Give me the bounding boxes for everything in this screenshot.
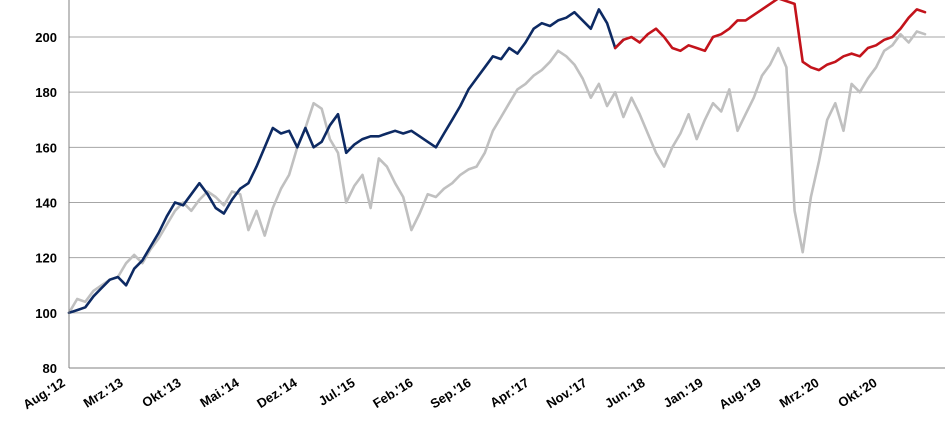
y-tick-label: 160 bbox=[35, 140, 57, 155]
series-line-gray bbox=[67, 30, 927, 315]
y-tick-labels: 80 100 120 140 160 180 200 bbox=[35, 30, 57, 376]
x-tick-label: Dez.'14 bbox=[254, 374, 300, 411]
x-tick-label: Aug.'19 bbox=[716, 375, 763, 412]
axes bbox=[68, 0, 945, 369]
x-tick-label: Apr.'17 bbox=[487, 375, 531, 410]
gridlines bbox=[69, 36, 945, 314]
y-tick-label: 100 bbox=[35, 306, 57, 321]
x-tick-label: Mai.'14 bbox=[197, 374, 242, 410]
x-tick-label: Feb.'16 bbox=[370, 375, 416, 411]
series-lines bbox=[67, 0, 927, 315]
x-tick-label: Jul.'15 bbox=[316, 375, 358, 409]
y-tick-label: 180 bbox=[35, 85, 57, 100]
series-line-navy bbox=[67, 8, 625, 315]
x-tick-label: Sep.'16 bbox=[427, 375, 473, 412]
y-tick-label: 120 bbox=[35, 251, 57, 266]
x-tick-label: Okt.'20 bbox=[835, 375, 879, 410]
series-line-red bbox=[613, 0, 927, 72]
x-tick-label: Mrz.'20 bbox=[777, 375, 822, 411]
y-tick-label: 80 bbox=[43, 361, 57, 376]
x-tick-label: Mrz.'13 bbox=[81, 375, 126, 411]
x-tick-label: Nov.'17 bbox=[544, 375, 590, 411]
y-tick-label: 200 bbox=[35, 30, 57, 45]
y-tick-label: 140 bbox=[35, 196, 57, 211]
x-tick-label: Okt.'13 bbox=[139, 375, 183, 410]
x-tick-label: Aug.'12 bbox=[20, 375, 67, 412]
x-tick-labels: Aug.'12 Mrz.'13 Okt.'13 Mai.'14 Dez.'14 Jul.'… bbox=[20, 374, 879, 412]
x-tick-label: Jan.'19 bbox=[661, 375, 706, 411]
x-tick-label: Jun.'18 bbox=[602, 375, 648, 411]
